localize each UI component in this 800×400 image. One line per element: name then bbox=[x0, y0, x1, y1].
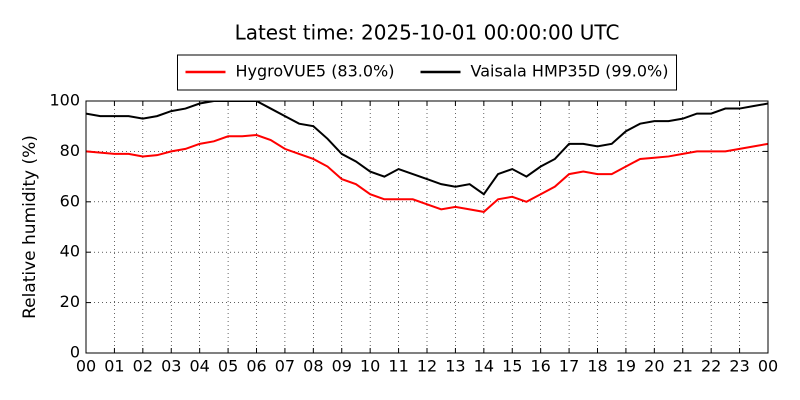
x-tick-label: 17 bbox=[559, 357, 579, 376]
y-tick-label: 20 bbox=[60, 292, 80, 311]
y-tick-label: 0 bbox=[70, 343, 80, 362]
x-tick-label: 15 bbox=[502, 357, 522, 376]
chart-title: Latest time: 2025-10-01 00:00:00 UTC bbox=[235, 21, 620, 45]
x-tick-label: 20 bbox=[644, 357, 664, 376]
legend: HygroVUE5 (83.0%) Vaisala HMP35D (99.0%) bbox=[176, 54, 678, 91]
y-axis-label: Relative humidity (%) bbox=[20, 135, 40, 319]
x-tick-label: 08 bbox=[303, 357, 323, 376]
x-tick-label: 16 bbox=[530, 357, 550, 376]
x-tick-label: 22 bbox=[701, 357, 721, 376]
y-tick-label: 40 bbox=[60, 242, 80, 261]
x-tick-label: 06 bbox=[246, 357, 266, 376]
x-tick-label: 05 bbox=[218, 357, 238, 376]
x-tick-label: 10 bbox=[360, 357, 380, 376]
legend-label: HygroVUE5 (83.0%) bbox=[235, 62, 394, 81]
plot-frame bbox=[85, 100, 769, 354]
x-tick-label: 18 bbox=[587, 357, 607, 376]
x-tick-label: 01 bbox=[104, 357, 124, 376]
x-tick-label: 13 bbox=[445, 357, 465, 376]
y-tick-label: 80 bbox=[60, 141, 80, 160]
x-tick-label: 23 bbox=[729, 357, 749, 376]
x-tick-label: 14 bbox=[474, 357, 494, 376]
legend-label: Vaisala HMP35D (99.0%) bbox=[471, 62, 669, 81]
x-tick-label: 07 bbox=[275, 357, 295, 376]
x-tick-label: 02 bbox=[133, 357, 153, 376]
x-tick-label: 09 bbox=[332, 357, 352, 376]
x-tick-label: 19 bbox=[616, 357, 636, 376]
x-tick-label: 03 bbox=[161, 357, 181, 376]
plot-area bbox=[86, 101, 768, 213]
x-tick-label: 00 bbox=[76, 357, 96, 376]
y-tick-label: 100 bbox=[49, 91, 80, 110]
x-tick-label: 21 bbox=[673, 357, 693, 376]
y-tick-label: 60 bbox=[60, 191, 80, 210]
data-line bbox=[86, 134, 768, 213]
data-line bbox=[86, 101, 768, 196]
x-tick-label: 00 bbox=[758, 357, 778, 376]
x-tick-label: 12 bbox=[417, 357, 437, 376]
x-tick-label: 04 bbox=[189, 357, 209, 376]
x-tick-label: 11 bbox=[388, 357, 408, 376]
